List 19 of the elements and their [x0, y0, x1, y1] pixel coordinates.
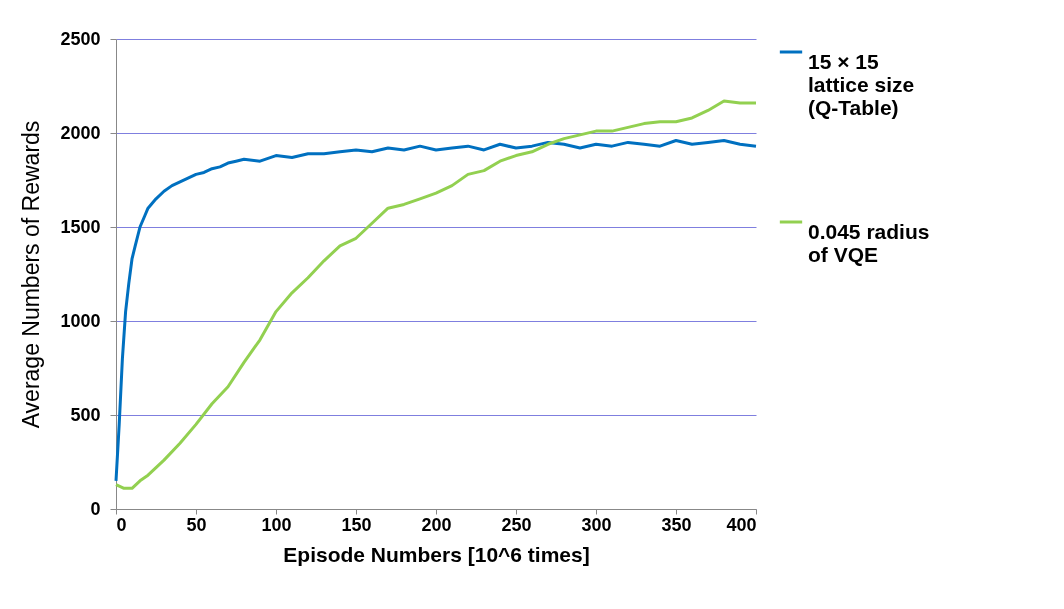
- x-tick-label: 250: [501, 514, 532, 535]
- y-axis-title: Average Numbers of Rewards: [18, 120, 45, 429]
- y-tick-label: 0: [90, 498, 101, 519]
- x-tick-label: 300: [581, 514, 612, 535]
- x-tick-label: 50: [186, 514, 207, 535]
- x-tick-label: 400: [726, 514, 757, 535]
- y-tick-label: 2000: [60, 122, 101, 143]
- x-tick-label: 0: [116, 514, 127, 535]
- y-tick-label: 1000: [60, 310, 101, 331]
- x-axis-title: Episode Numbers [10^6 times]: [283, 542, 590, 566]
- y-tick-label: 1500: [60, 216, 101, 237]
- legend-label: 15 × 15 lattice size (Q-Table): [808, 50, 915, 119]
- x-tick-label: 350: [661, 514, 692, 535]
- y-tick-label: 500: [70, 404, 101, 425]
- x-tick-label: 150: [341, 514, 372, 535]
- y-tick-label: 2500: [60, 28, 101, 49]
- x-tick-label: 200: [421, 514, 452, 535]
- legend-label: 0.045 radius of VQE: [808, 220, 930, 266]
- x-tick-label: 100: [261, 514, 292, 535]
